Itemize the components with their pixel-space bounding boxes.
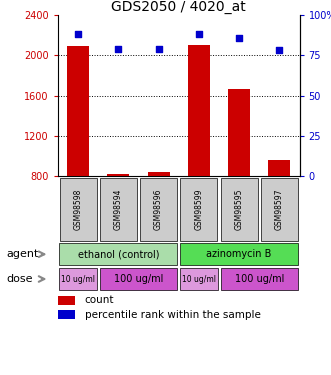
Bar	[221, 178, 258, 241]
Bar	[220, 268, 298, 290]
Text: 100 ug/ml: 100 ug/ml	[235, 274, 284, 284]
Bar	[107, 174, 129, 176]
Bar	[100, 268, 177, 290]
Text: percentile rank within the sample: percentile rank within the sample	[84, 309, 260, 320]
Text: GSM98597: GSM98597	[275, 188, 284, 230]
Bar	[60, 178, 97, 241]
Bar	[268, 160, 291, 176]
Point	[75, 32, 81, 38]
Bar	[228, 88, 250, 176]
Text: GSM98595: GSM98595	[235, 188, 244, 230]
Point	[277, 48, 282, 54]
Bar	[180, 268, 217, 290]
Bar	[188, 45, 210, 176]
Text: GSM98596: GSM98596	[154, 188, 163, 230]
Point	[116, 46, 121, 52]
Bar	[100, 178, 137, 241]
Text: GSM98594: GSM98594	[114, 188, 123, 230]
Text: 10 ug/ml: 10 ug/ml	[182, 274, 216, 284]
Text: GSM98598: GSM98598	[73, 188, 82, 230]
Bar	[140, 178, 177, 241]
Bar	[180, 243, 298, 266]
Text: dose: dose	[6, 274, 32, 284]
Text: count: count	[84, 296, 114, 306]
Bar	[148, 172, 170, 176]
Text: GSM98599: GSM98599	[194, 188, 203, 230]
Text: ethanol (control): ethanol (control)	[77, 249, 159, 259]
Bar	[67, 46, 89, 176]
Point	[156, 46, 161, 52]
Title: GDS2050 / 4020_at: GDS2050 / 4020_at	[111, 0, 246, 14]
Bar	[180, 178, 217, 241]
Bar	[60, 268, 97, 290]
Bar	[261, 178, 298, 241]
Text: agent: agent	[6, 249, 38, 259]
Text: 100 ug/ml: 100 ug/ml	[114, 274, 163, 284]
Point	[196, 32, 202, 38]
Text: 10 ug/ml: 10 ug/ml	[61, 274, 95, 284]
Bar	[58, 296, 75, 304]
Bar	[60, 243, 177, 266]
Bar	[58, 310, 75, 319]
Text: azinomycin B: azinomycin B	[207, 249, 272, 259]
Point	[236, 34, 242, 40]
